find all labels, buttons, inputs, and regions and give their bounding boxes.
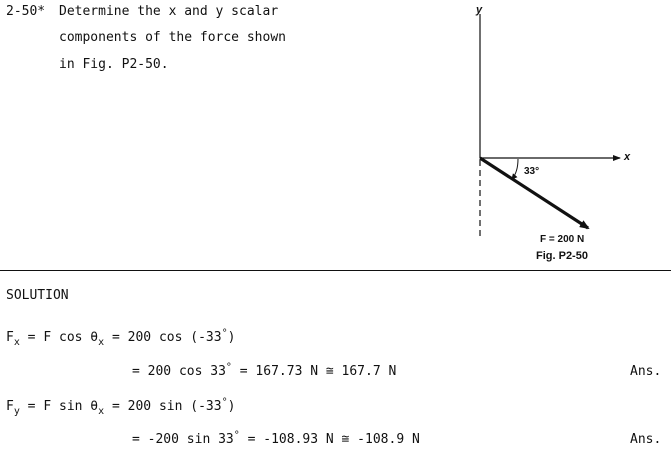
fy-ans-label: Ans. (630, 432, 662, 447)
problem-line-3: in Fig. P2-50. (59, 57, 169, 72)
fx-ans-label: Ans. (630, 364, 662, 379)
angle-arc (511, 158, 519, 180)
x-axis-label: x (624, 151, 631, 163)
fx-equation-line-2: = 200 cos 33° = 167.73 N ≅ 167.7 N (132, 362, 397, 380)
force-label: F = 200 N (540, 234, 585, 245)
fy-equation-line-1: Fy = F sin θx = 200 sin (-33°) (6, 397, 236, 417)
angle-label: 33° (524, 166, 540, 177)
section-divider (0, 270, 671, 271)
problem-line-2: components of the force shown (59, 30, 286, 45)
fy-equation-line-2: = -200 sin 33° = -108.93 N ≅ -108.9 N (132, 430, 420, 448)
y-axis-label: y (476, 4, 483, 16)
fx-equation-line-1: Fx = F cos θx = 200 cos (-33°) (6, 328, 236, 348)
problem-number: 2-50* (6, 4, 46, 19)
force-arrow (479, 156, 590, 230)
problem-line-1: Determine the x and y scalar (59, 4, 279, 19)
solution-heading: SOLUTION (6, 288, 69, 303)
figure-caption: Fig. P2-50 (536, 250, 588, 262)
force-figure (479, 14, 621, 236)
